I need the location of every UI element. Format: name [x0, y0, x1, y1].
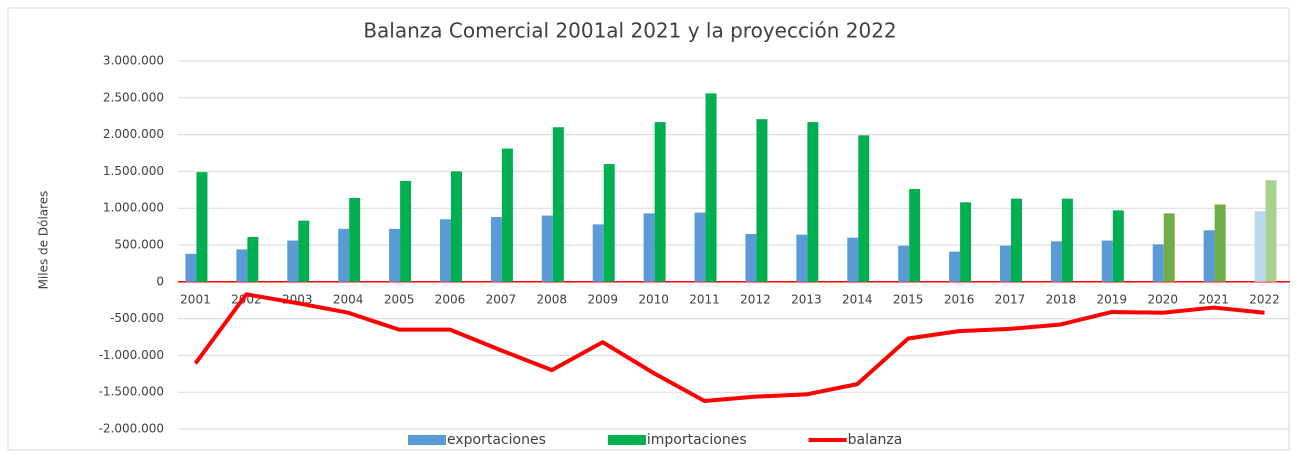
- x-tick-label: 2010: [638, 292, 669, 306]
- bar: [643, 213, 655, 282]
- x-tick-label: 2020: [1147, 292, 1178, 306]
- chart-title: Balanza Comercial 2001al 2021 y la proye…: [363, 19, 896, 43]
- y-tick-label: 3.000.000: [103, 54, 164, 68]
- x-tick-label: 2013: [791, 292, 822, 306]
- bar: [1254, 211, 1266, 282]
- x-tick-label: 2017: [995, 292, 1026, 306]
- x-tick-label: 2006: [435, 292, 466, 306]
- x-tick-label: 2007: [486, 292, 517, 306]
- bar: [389, 228, 401, 282]
- bar: [705, 93, 717, 282]
- x-tick-label: 2019: [1097, 292, 1128, 306]
- bar: [909, 189, 921, 282]
- bar: [1000, 245, 1011, 282]
- legend-swatch: [607, 435, 646, 445]
- bar: [185, 253, 197, 282]
- x-tick-label: 2015: [893, 292, 924, 306]
- bar: [898, 245, 910, 282]
- bar: [858, 135, 870, 282]
- x-tick-label: 2022: [1249, 292, 1280, 306]
- y-tick-label: 2.500.000: [103, 90, 164, 104]
- y-tick-label: 500.000: [114, 238, 164, 252]
- bar: [541, 215, 553, 282]
- bar: [501, 148, 513, 282]
- x-tick-label: 2011: [689, 292, 720, 306]
- bar: [1265, 180, 1277, 282]
- bar: [490, 217, 502, 282]
- bar: [287, 240, 299, 282]
- x-tick-label: 2008: [537, 292, 568, 306]
- bar: [338, 228, 350, 282]
- x-tick-label: 2018: [1046, 292, 1077, 306]
- bar: [949, 251, 961, 282]
- legend-label: exportaciones: [447, 432, 546, 448]
- bar: [796, 234, 808, 282]
- x-tick-label: 2012: [740, 292, 771, 306]
- bar: [1203, 230, 1215, 282]
- bar: [1061, 198, 1073, 282]
- bar: [451, 171, 462, 282]
- line-series: [193, 292, 1265, 404]
- legend-label: importaciones: [647, 432, 747, 448]
- bar: [1101, 240, 1113, 282]
- bar: [1152, 244, 1164, 282]
- bar: [349, 197, 361, 282]
- bar: [592, 224, 604, 282]
- bar: [756, 119, 768, 282]
- y-axis-label: Miles de Dólares: [37, 191, 51, 290]
- y-tick-label: 1.000.000: [103, 201, 164, 215]
- x-tick-label: 2021: [1198, 292, 1229, 306]
- bar: [847, 237, 859, 282]
- x-tick-label: 2004: [333, 292, 364, 306]
- bar: [807, 122, 819, 282]
- bar: [694, 212, 706, 282]
- y-tick-label: 2.000.000: [103, 127, 164, 141]
- y-tick-label: -1.000.000: [99, 348, 164, 362]
- bar: [196, 172, 208, 282]
- bar: [440, 219, 451, 282]
- bar: [745, 233, 757, 282]
- bar: [236, 249, 248, 282]
- bar: [247, 236, 259, 282]
- bar: [1011, 198, 1022, 282]
- x-tick-label: 2005: [384, 292, 415, 306]
- bar: [552, 127, 564, 282]
- bar: [654, 122, 666, 282]
- bar: [603, 164, 615, 282]
- x-tick-label: 2016: [944, 292, 975, 306]
- x-tick-label: 2009: [587, 292, 618, 306]
- y-tick-label: -500.000: [110, 311, 164, 325]
- bar: [298, 220, 310, 282]
- x-tick-label: 2001: [180, 292, 211, 306]
- y-tick-label: -2.000.000: [99, 422, 164, 436]
- bar: [1112, 210, 1124, 282]
- x-tick-label: 2014: [842, 292, 873, 306]
- y-tick-label: 1.500.000: [103, 164, 164, 178]
- y-tick-label: -1.500.000: [99, 385, 164, 399]
- bar: [1214, 204, 1226, 282]
- bar: [960, 202, 972, 282]
- bar: [400, 180, 412, 282]
- legend-label: balanza: [848, 432, 903, 448]
- bar: [1050, 241, 1062, 282]
- y-tick-label: 0: [156, 274, 164, 288]
- bar: [1163, 213, 1175, 282]
- legend-swatch: [408, 435, 446, 445]
